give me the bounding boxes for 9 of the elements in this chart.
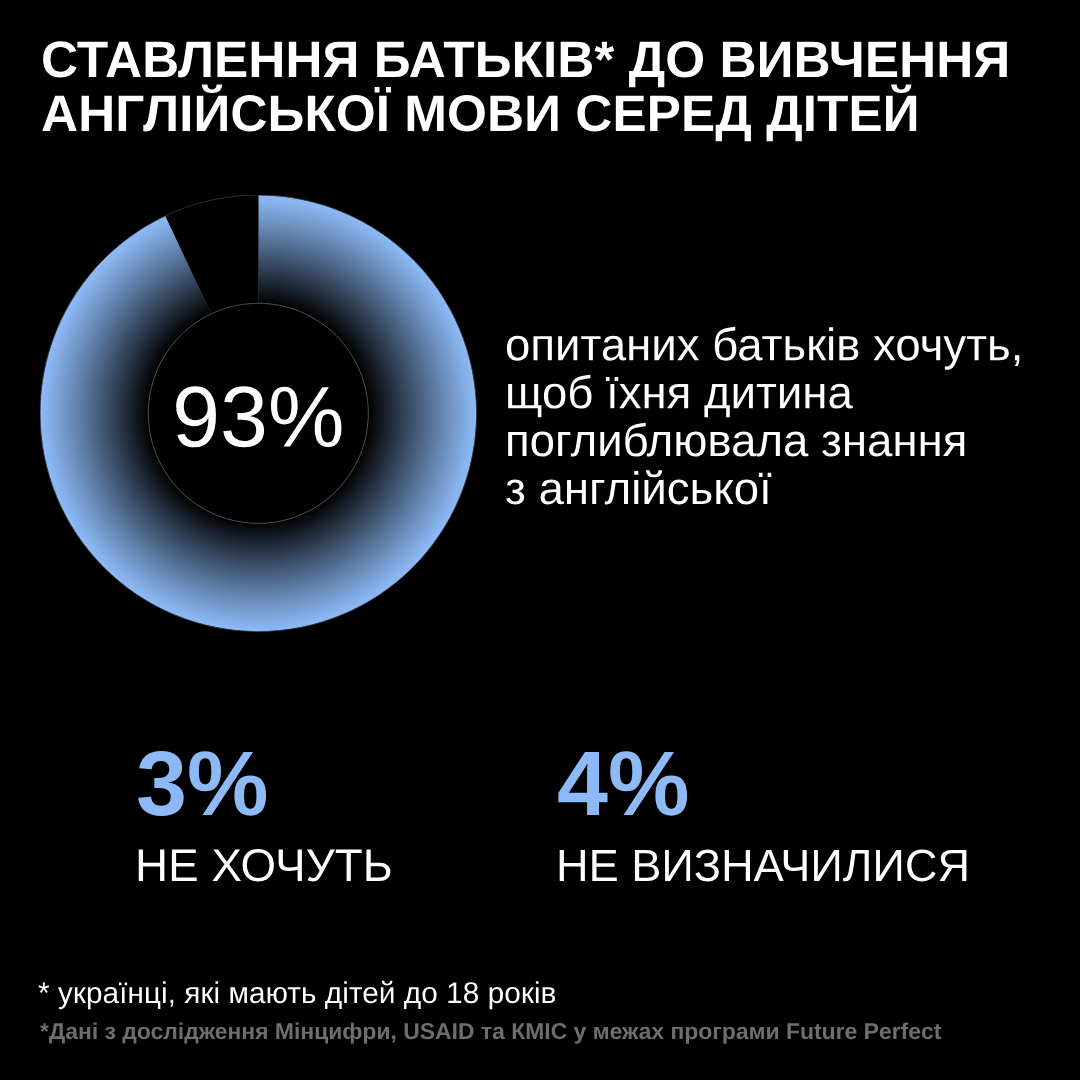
chart-title: СТАВЛЕННЯ БАТЬКІВ* ДО ВИВЧЕННЯ АНГЛІЙСЬКОЇ МОВИ СЕРЕД ДІТЕЙ — [42, 41, 1007, 142]
text: НЕ ХОЧУТЬ — [138, 849, 391, 882]
text: 4% — [558, 751, 688, 816]
text: * українці, які мають дітей до 18 років — [38, 980, 556, 1010]
text: 3% — [138, 750, 267, 817]
text: *Дані з дослідження Мінцифри, USAID та КМІС у межах програми Future Perfect — [40, 1022, 942, 1044]
data-label: 93% — [176, 386, 342, 448]
slice-label: опитаних батьків хочуть, щоб їхня дитина поглиблювала знання з англійської — [506, 326, 1020, 505]
text: НЕ ВИЗНАЧИЛИСЯ — [559, 849, 967, 882]
